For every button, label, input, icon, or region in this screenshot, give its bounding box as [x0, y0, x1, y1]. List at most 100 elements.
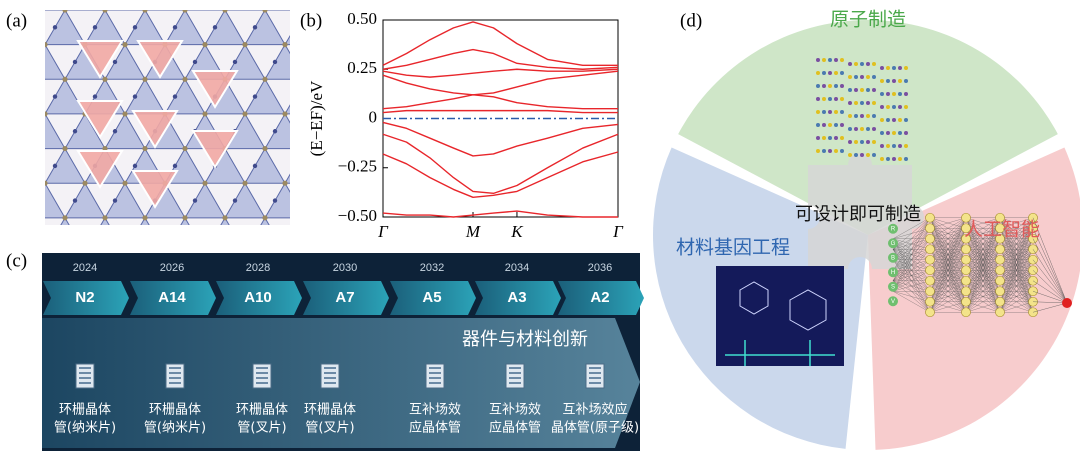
- atom: [402, 42, 407, 47]
- device-label: 管(纳米片): [144, 421, 206, 436]
- atom: [102, 145, 108, 152]
- nn-node: [961, 233, 971, 244]
- atom: [142, 145, 148, 152]
- band-line: [382, 109, 618, 114]
- atom-dot: [816, 71, 820, 75]
- atom: [353, 198, 357, 202]
- lattice-triangle: [305, 45, 345, 80]
- nn-edge: [929, 291, 967, 313]
- atom-dot: [816, 149, 820, 153]
- atom-dot: [892, 144, 896, 148]
- atom: [293, 25, 297, 29]
- atom: [13, 164, 17, 168]
- atom: [112, 59, 118, 65]
- nn-edge: [892, 217, 931, 239]
- atom: [402, 111, 407, 116]
- nn-edge: [965, 280, 1001, 313]
- nn-node: [925, 233, 935, 244]
- nn-edge: [929, 217, 967, 250]
- atom: [62, 145, 68, 152]
- atom: [402, 181, 407, 186]
- year-label: 2024: [73, 262, 97, 274]
- nn-edge: [965, 301, 1001, 313]
- lattice-triangle: [285, 218, 325, 253]
- nn-edge: [892, 217, 931, 292]
- band-line: [382, 151, 619, 198]
- atom-dot: [822, 58, 826, 62]
- lattice-triangle: [260, 216, 270, 225]
- nn-edge: [999, 238, 1034, 313]
- nn-input: [888, 252, 898, 263]
- atom-dot: [822, 123, 826, 127]
- band-line: [382, 70, 619, 96]
- lattice-triangle: [64, 10, 106, 11]
- nn-edge: [1032, 280, 1068, 304]
- lattice-triangle: [180, 216, 190, 225]
- atom-dot: [886, 144, 890, 148]
- node-label: A3: [507, 289, 526, 306]
- atom-dot: [892, 92, 896, 96]
- atom: [192, 198, 198, 203]
- nn-edge: [965, 217, 1001, 302]
- atom: [33, 60, 37, 64]
- atom-dot: [880, 157, 884, 161]
- lattice-triangle: [345, 114, 385, 149]
- nn-node: [961, 223, 971, 234]
- nn-node: [961, 244, 971, 255]
- year-label: 2028: [246, 262, 270, 274]
- atom: [22, 146, 27, 151]
- lattice-triangle: [140, 216, 150, 225]
- atom-dot: [872, 127, 876, 131]
- lattice-triangle: [104, 10, 146, 11]
- atom: [253, 233, 257, 237]
- atom-dot: [886, 79, 890, 83]
- atom-dot: [822, 110, 826, 114]
- genome-cube: [739, 281, 827, 331]
- nn-edge: [892, 291, 931, 302]
- atom: [142, 76, 148, 82]
- atom: [45, 111, 48, 117]
- nn-input-label: R: [891, 226, 896, 232]
- atom: [202, 42, 208, 48]
- atom-dot: [854, 114, 858, 118]
- band-line: [382, 21, 618, 67]
- atom: [293, 164, 297, 168]
- atom-dot: [872, 140, 876, 144]
- nn-edge: [965, 291, 1001, 313]
- nn-node: [995, 212, 1005, 223]
- band-line: [382, 48, 619, 70]
- atom-dot: [872, 88, 876, 92]
- nn-edge: [892, 217, 931, 260]
- atom-dot: [828, 110, 832, 114]
- atom: [252, 163, 258, 169]
- atom: [45, 180, 48, 186]
- atom-dot: [828, 58, 832, 62]
- atom-dot: [866, 127, 870, 131]
- atom-dot: [880, 79, 884, 83]
- atom-dot: [854, 101, 858, 105]
- atom-dot: [880, 92, 884, 96]
- atom-dot: [816, 58, 820, 62]
- nn-edge: [929, 249, 967, 313]
- lattice-image: [13, 10, 407, 253]
- atom: [192, 59, 198, 65]
- atom-dot: [828, 136, 832, 140]
- device-label: 环栅晶体: [149, 403, 201, 418]
- atom-dot: [886, 157, 890, 161]
- y-tick-label: 0.50: [347, 9, 377, 28]
- nn-edge: [929, 217, 967, 229]
- atom: [72, 198, 78, 203]
- atom: [62, 10, 68, 13]
- nn-edge: [965, 217, 1001, 313]
- atom-dot: [854, 140, 858, 144]
- lattice-triangle: [60, 216, 70, 225]
- atom: [122, 42, 128, 48]
- atom-dot: [854, 153, 858, 157]
- atom: [122, 111, 128, 117]
- atom-dot: [904, 79, 908, 83]
- nn-node: [995, 296, 1005, 307]
- atom: [92, 94, 98, 99]
- atom-dot: [854, 88, 858, 92]
- atom-dot: [898, 157, 902, 161]
- atom-dot: [822, 149, 826, 153]
